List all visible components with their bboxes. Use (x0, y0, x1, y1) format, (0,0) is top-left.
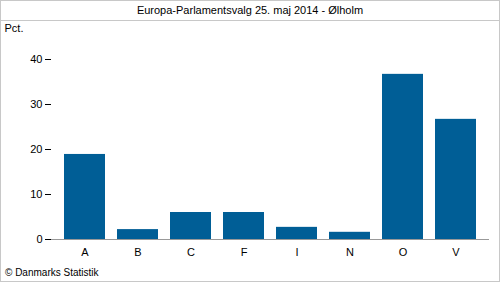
svg-text:F: F (241, 246, 248, 258)
svg-text:N: N (346, 246, 354, 258)
html-text:© Danmarks Statistik: © Danmarks Statistik (5, 267, 99, 278)
svg-text:10: 10 (30, 188, 42, 200)
svg-text:V: V (452, 246, 460, 258)
svg-text:A: A (81, 246, 89, 258)
svg-text:0: 0 (36, 233, 42, 245)
html-text:Europa-Parlamentsvalg 25. maj: Europa-Parlamentsvalg 25. maj 2014 - Ølh… (136, 4, 364, 16)
svg-text:Pct.: Pct. (5, 22, 24, 34)
svg-text:C: C (187, 246, 195, 258)
svg-text:20: 20 (30, 143, 42, 155)
svg-text:I: I (295, 246, 298, 258)
svg-text:O: O (399, 246, 408, 258)
svg-text:40: 40 (30, 53, 42, 65)
svg-text:B: B (134, 246, 141, 258)
svg-text:30: 30 (30, 98, 42, 110)
